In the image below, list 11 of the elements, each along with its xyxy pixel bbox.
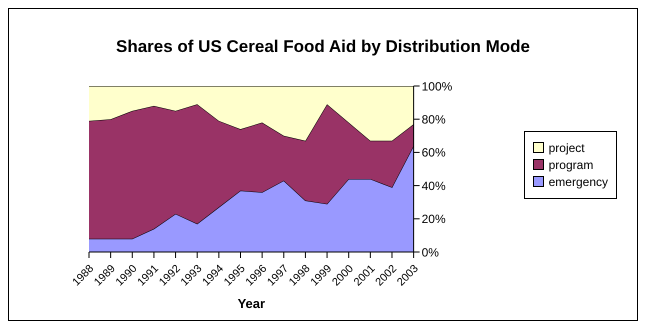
legend-label: emergency: [548, 174, 608, 188]
y-tick-label: 0%: [422, 245, 440, 260]
chart-title: Shares of US Cereal Food Aid by Distribution Mode: [114, 37, 532, 57]
legend-label: program: [548, 158, 594, 172]
y-tick-label: 20%: [422, 212, 446, 226]
y-tick-label: 60%: [422, 146, 446, 160]
x-axis-title: Year: [238, 296, 266, 311]
y-tick-label: 100%: [422, 79, 453, 94]
y-tick-label: 80%: [422, 112, 446, 126]
legend-label: project: [548, 140, 585, 154]
y-tick-label: 40%: [422, 178, 446, 193]
